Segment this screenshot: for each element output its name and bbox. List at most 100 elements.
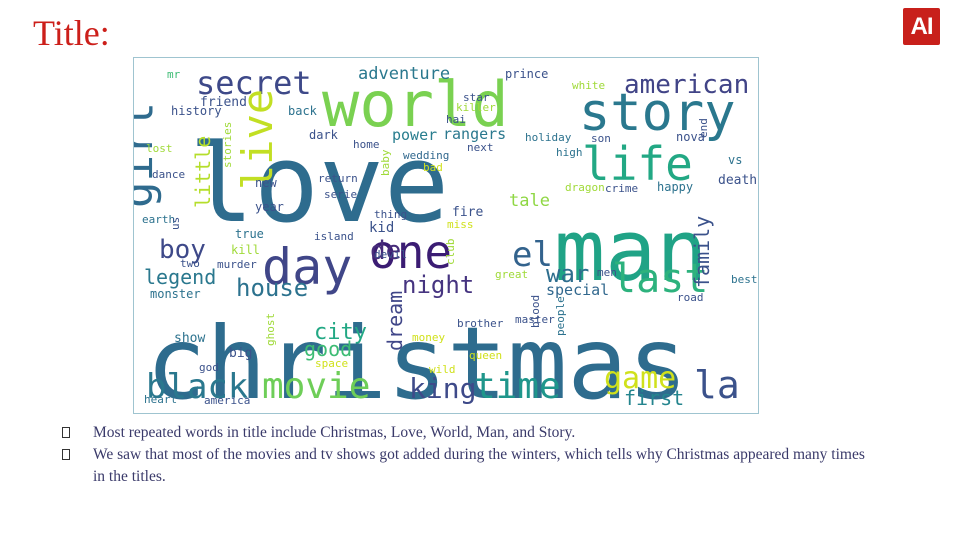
wordcloud-word: next [467, 141, 494, 154]
wordcloud-word: wedding [403, 149, 449, 162]
wordcloud-word: nova [676, 130, 705, 144]
bullet-box-icon [62, 427, 70, 438]
wordcloud-word: world [322, 68, 509, 141]
wordcloud-word: movie [262, 366, 370, 407]
wordcloud-word: last [612, 256, 708, 302]
wordcloud-word: son [591, 132, 611, 145]
wordcloud-word: adventure [358, 64, 450, 84]
ai-logo-icon: AI [903, 8, 940, 45]
wordcloud-word: love [189, 122, 449, 247]
wordcloud-word: master [515, 313, 555, 326]
wordcloud-word: big [229, 346, 252, 361]
wordcloud-word: war [546, 260, 589, 288]
wordcloud-word: death [718, 173, 757, 188]
wordcloud-word: devil [374, 248, 407, 261]
wordcloud-word: dark [309, 128, 339, 142]
wordcloud-word: lost [146, 142, 173, 155]
wordcloud-word: crime [605, 182, 638, 195]
wordcloud-word: blood [529, 295, 542, 328]
wordcloud-word: wild [429, 363, 456, 376]
wordcloud-word: holiday [525, 131, 572, 144]
wordcloud-word: kid [369, 220, 394, 236]
wordcloud-word: queen [469, 349, 502, 362]
wordcloud-word: star [463, 91, 490, 104]
wordcloud-word: brother [457, 317, 504, 330]
wordcloud-word: two [180, 257, 200, 270]
wordcloud-word: killer [456, 101, 496, 114]
wordcloud-word: girl [134, 102, 163, 208]
wordcloud-word: day [262, 238, 352, 296]
wordcloud-word: history [171, 104, 222, 118]
word-cloud-image: christmas love man world story life day one girl… [133, 57, 759, 414]
wordcloud-word: money [412, 331, 445, 344]
wordcloud-word: god [199, 361, 219, 374]
wordcloud-word: baby [379, 149, 392, 176]
bullet-text: Most repeated words in title include Chr… [93, 424, 576, 441]
wordcloud-word: night [402, 271, 474, 299]
wordcloud-word: little [191, 136, 215, 208]
wordcloud-word: la [694, 363, 740, 407]
wordcloud-word: vs [728, 153, 742, 167]
wordcloud-word: serie [324, 188, 357, 201]
wordcloud-word: new [255, 176, 277, 190]
wordcloud-word: miss [447, 218, 474, 231]
bullet-item: We saw that most of the movies and tv sh… [62, 444, 872, 488]
wordcloud-word: america [204, 394, 250, 407]
wordcloud-word: family [690, 216, 714, 288]
wordcloud-word: story [579, 83, 736, 143]
wordcloud-word: us [169, 217, 182, 230]
wordcloud-word: space [315, 357, 348, 370]
wordcloud-word: king [409, 372, 476, 405]
wordcloud-word: live [233, 89, 282, 190]
wordcloud-word: first [624, 386, 684, 410]
wordcloud-word: fire [452, 205, 483, 220]
wordcloud-word: ghost [264, 313, 277, 346]
wordcloud-word: time [474, 366, 561, 407]
wordcloud-word: legend [144, 265, 216, 289]
wordcloud-word: game [604, 361, 676, 396]
wordcloud-word: kill [231, 243, 260, 257]
wordcloud-word: thing [374, 208, 407, 221]
wordcloud-word: home [353, 138, 380, 151]
wordcloud-word: friend [200, 95, 247, 110]
wordcloud-word: de [370, 236, 401, 266]
wordcloud-word: american [624, 70, 749, 100]
wordcloud-word: boy [159, 235, 206, 265]
wordcloud-word: good [304, 337, 352, 361]
wordcloud-word: rangers [443, 125, 506, 143]
wordcloud-word: mr [167, 68, 181, 81]
wordcloud-word: heart [144, 393, 177, 406]
wordcloud-word: dragon [565, 181, 605, 194]
wordcloud-word: show [174, 331, 205, 346]
wordcloud-word: return [318, 172, 358, 185]
wordcloud-word: year [255, 200, 284, 214]
wordcloud-word: special [546, 281, 609, 299]
wordcloud-word: men [597, 266, 617, 279]
wordcloud-word: man [554, 202, 708, 301]
bullet-item: Most repeated words in title include Chr… [62, 422, 872, 444]
wordcloud-word: hai [446, 113, 466, 126]
wordcloud-word: stories [221, 122, 234, 168]
wordcloud-word: dance [152, 168, 185, 181]
wordcloud-word: club [444, 239, 457, 266]
wordcloud-word: city [314, 320, 367, 345]
wordcloud-word: end [697, 118, 710, 138]
wordcloud-word: people [554, 296, 567, 336]
wordcloud-word: el [512, 235, 553, 275]
wordcloud-word: one [369, 225, 452, 279]
wordcloud-word: christmas [146, 305, 688, 414]
wordcloud-word: bad [423, 161, 443, 174]
bullet-text: We saw that most of the movies and tv sh… [93, 446, 865, 485]
wordcloud-word: black [146, 367, 248, 407]
wordcloud-word: earth [142, 213, 175, 226]
wordcloud-word: monster [150, 287, 201, 301]
bullet-list: Most repeated words in title include Chr… [62, 422, 872, 488]
wordcloud-word: murder [217, 258, 257, 271]
wordcloud-word: life [582, 137, 693, 191]
wordcloud-word: prince [505, 67, 548, 81]
wordcloud-word: dream [383, 291, 407, 351]
wordcloud-word: tale [509, 191, 550, 211]
wordcloud-word: power [392, 126, 437, 144]
slide-title: Title: [33, 13, 110, 53]
